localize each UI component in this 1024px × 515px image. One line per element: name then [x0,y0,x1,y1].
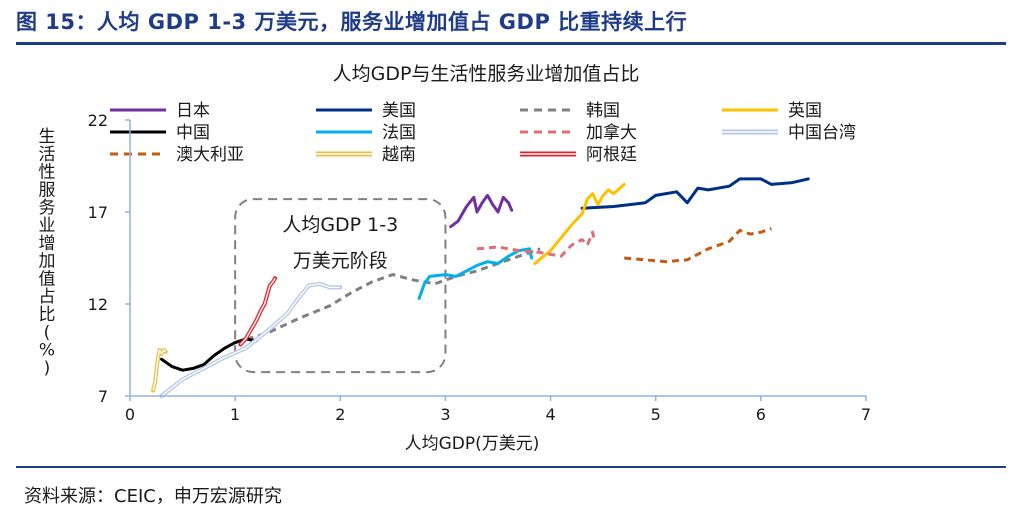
chart-title: 人均GDP与生活性服务业增加值占比 [333,63,640,85]
x-tick-label: 5 [651,405,661,424]
x-tick-label: 6 [756,405,766,424]
legend-label: 澳大利亚 [176,145,244,165]
legend-item: 越南 [316,145,416,165]
legend-label: 越南 [382,145,416,165]
series-7030a0-line [449,193,514,229]
legend-label: 中国台湾 [788,123,856,143]
legend-item: 加拿大 [520,122,637,143]
legend-label: 韩国 [586,101,620,121]
legend-item: 美国 [316,101,416,121]
annotation-text-line2: 万美元阶段 [293,250,388,272]
y-tick-label: 17 [88,203,108,222]
annotation-box: 人均GDP 1-3 万美元阶段 [234,198,447,374]
legend-item: 韩国 [520,101,620,121]
x-tick-label: 4 [545,405,555,424]
y-tick-label: 12 [88,295,108,314]
legend-label: 美国 [382,101,416,121]
series-e6c24a-line-inner [152,349,167,391]
series-e06c75-line [476,230,597,258]
x-tick-label: 3 [440,405,450,424]
x-axis-label: 人均GDP(万美元) [405,434,540,454]
legend-item: 阿根廷 [520,145,637,165]
legend-item: 中国台湾 [722,123,856,143]
y-tick-label: 7 [98,387,108,406]
series-ffc000-line [533,182,626,265]
y-tick-label: 22 [88,111,108,130]
figure-title: 图 15：人均 GDP 1-3 万美元，服务业增加值占 GDP 比重持续上行 [16,10,688,34]
x-tick-label: 0 [125,405,135,424]
footer-rule [16,466,1006,468]
annotation-rect [234,198,447,374]
annotation-text-line1: 人均GDP 1-3 [282,214,398,236]
x-tick-label: 1 [230,405,240,424]
series-e8232a-line [238,276,278,347]
series-e8232a-line-inner [239,277,276,345]
y-axis-label: 生活性服务业增加值占比(%) [39,127,56,378]
series-000000-line [160,337,258,372]
series-002f87-line [580,177,810,210]
series-b4c6e7-line-inner [161,283,341,397]
legend-label: 加拿大 [586,122,637,143]
legend-item: 法国 [316,123,416,143]
legend-item: 澳大利亚 [110,145,244,165]
series-group [151,177,810,398]
legend-label: 阿根廷 [586,145,637,165]
title-rule [16,42,1006,45]
legend-item: 中国 [110,123,210,143]
series-808080-line [234,247,541,345]
series-c55a11-line [624,227,772,264]
x-tick-label: 7 [861,405,871,424]
source-note: 资料来源：CEIC，申万宏源研究 [24,486,282,507]
legend-label: 日本 [176,101,210,121]
legend-label: 中国 [176,123,210,143]
legend-label: 法国 [382,123,416,143]
legend-label: 英国 [788,101,822,121]
legend-item: 日本 [110,101,210,121]
x-tick-label: 2 [335,405,345,424]
legend-item: 英国 [722,101,822,121]
